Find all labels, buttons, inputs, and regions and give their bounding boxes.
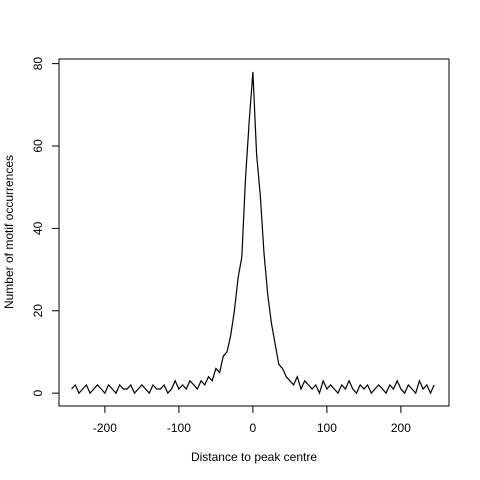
y-tick-label: 40 — [31, 221, 45, 235]
x-tick-label: -100 — [167, 421, 191, 435]
plot-box — [58, 58, 450, 407]
x-tick-label: 100 — [317, 421, 337, 435]
y-tick-label: 20 — [31, 304, 45, 318]
y-tick-label: 60 — [31, 139, 45, 153]
y-axis-label: Number of motif occurrences — [2, 155, 16, 309]
x-tick-label: -200 — [93, 421, 117, 435]
x-tick-label: 200 — [391, 421, 411, 435]
y-tick-label: 80 — [31, 57, 45, 71]
line — [71, 71, 435, 395]
x-tick-label: 0 — [250, 421, 257, 435]
x-axis-label: Distance to peak centre — [191, 450, 317, 464]
y-tick-label: 0 — [31, 389, 45, 396]
